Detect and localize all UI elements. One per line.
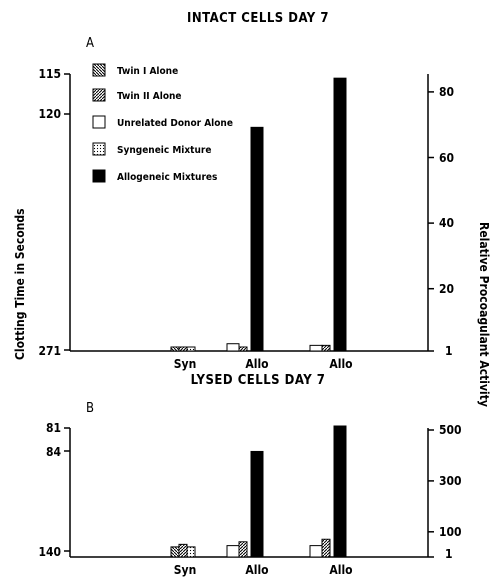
tick-label: 40 — [439, 216, 454, 230]
bar-diag-back-a-0 — [170, 346, 180, 352]
bar-diag-back-b-0 — [170, 546, 180, 558]
y-axis-right-label: Relative Procoagulant Activity — [477, 222, 491, 407]
panel-b-label: B — [86, 401, 94, 416]
bar-dots-a-0 — [186, 346, 196, 352]
panel-b-left-ticks: 81 84 140 — [38, 421, 70, 559]
bar-dots-b-0 — [186, 546, 196, 558]
legend: Twin I Alone Twin II Alone Unrelated Don… — [92, 63, 233, 183]
legend-label: Unrelated Donor Alone — [117, 118, 233, 129]
category-label: Allo — [245, 563, 268, 577]
tick-label: 120 — [38, 107, 61, 121]
legend-swatch-unrelated — [92, 115, 106, 129]
bar-diag-fwd-b-1 — [238, 541, 248, 558]
tick-label: 271 — [38, 344, 61, 358]
bar-black-b-1 — [250, 450, 264, 558]
tick-label: 60 — [439, 151, 454, 165]
category-label: Syn — [174, 563, 197, 577]
tick-label: 500 — [439, 423, 462, 437]
bar-black-b-2 — [333, 425, 347, 558]
panel-b-title: LYSED CELLS DAY 7 — [191, 373, 326, 388]
category-label: Allo — [245, 357, 268, 371]
panel-b-axes — [69, 428, 429, 558]
y-axis-left-label: Clotting Time in Seconds — [13, 208, 27, 360]
legend-swatch-allogeneic — [92, 169, 106, 183]
category-label: Allo — [329, 563, 352, 577]
bar-diag-fwd-b-2 — [321, 538, 331, 558]
bar-diag-fwd-b-0 — [178, 543, 188, 558]
panel-a-category-labels: Syn Allo Allo — [174, 357, 353, 371]
bar-diag-fwd-a-2 — [321, 344, 331, 352]
tick-label: 115 — [38, 67, 61, 81]
tick-label: 80 — [439, 85, 454, 99]
panel-b-right-ticks: 500 300 100 1 — [428, 423, 462, 561]
tick-label: 300 — [439, 474, 462, 488]
bar-diag-fwd-a-0 — [178, 346, 188, 352]
bar-white-a-1 — [226, 343, 240, 352]
panel-a-title: INTACT CELLS DAY 7 — [187, 11, 329, 26]
bar-black-a-1 — [250, 126, 264, 352]
legend-label: Twin II Alone — [117, 91, 182, 102]
tick-label: 1 — [445, 547, 453, 561]
tick-label: 20 — [439, 282, 454, 296]
panel-b-category-labels: Syn Allo Allo — [174, 563, 353, 577]
tick-label: 81 — [46, 421, 61, 435]
tick-label: 1 — [445, 344, 453, 358]
bar-white-b-1 — [226, 545, 240, 558]
bar-diag-fwd-a-1 — [238, 346, 248, 352]
panel-a-bars — [170, 77, 347, 352]
tick-label: 140 — [38, 545, 61, 559]
legend-label: Syngeneic Mixture — [117, 145, 211, 156]
panel-a-right-ticks: 80 60 40 20 1 — [428, 85, 454, 358]
panel-a-label: A — [86, 36, 94, 51]
tick-label: 100 — [439, 525, 462, 539]
legend-swatch-twin-ii — [92, 88, 106, 102]
panel-a-left-ticks: 115 120 271 — [38, 67, 70, 358]
category-label: Allo — [329, 357, 352, 371]
legend-swatch-twin-i — [92, 63, 106, 77]
legend-label: Twin I Alone — [117, 66, 178, 77]
tick-label: 84 — [46, 445, 62, 459]
bar-white-a-2 — [309, 344, 323, 352]
legend-swatch-syngeneic — [92, 142, 106, 156]
bar-black-a-2 — [333, 77, 347, 352]
category-label: Syn — [174, 357, 197, 371]
panel-a-axes — [69, 74, 429, 352]
panel-b-bars — [170, 425, 347, 558]
legend-label: Allogeneic Mixtures — [117, 172, 217, 183]
bar-white-b-2 — [309, 545, 323, 558]
